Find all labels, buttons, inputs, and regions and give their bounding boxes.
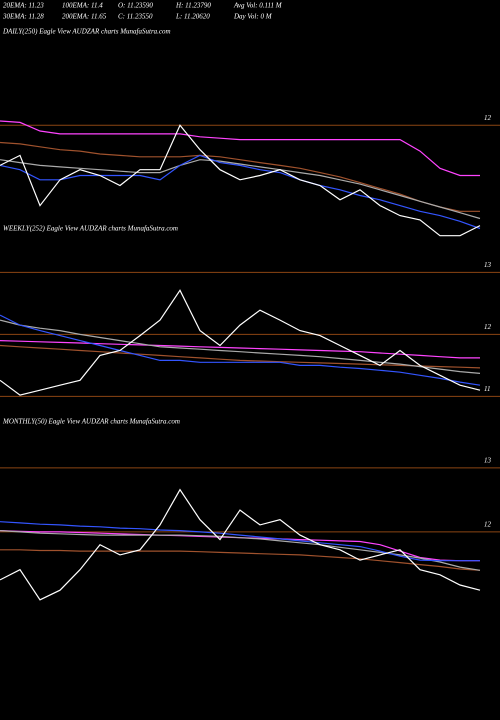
series-line <box>0 120 480 177</box>
y-tick-label: 12 <box>484 323 492 331</box>
y-tick-label: 11 <box>484 385 490 393</box>
series-line <box>0 340 480 359</box>
panel-title: MONTHLY(50) Eagle View AUDZAR charts Mun… <box>2 418 180 426</box>
header-stat: 30EMA: 11.28 <box>2 13 44 21</box>
y-tick-label: 13 <box>484 456 492 464</box>
header-stat: H: 11.23790 <box>175 2 211 10</box>
header-stat: 100EMA: 11.4 <box>62 2 103 10</box>
panel-title: WEEKLY(252) Eagle View AUDZAR charts Mun… <box>3 225 178 233</box>
panel-title: DAILY(250) Eagle View AUDZAR charts Muna… <box>2 28 171 36</box>
series-line <box>0 141 480 212</box>
header-stat: 200EMA: 11.65 <box>62 13 107 21</box>
header-stat: Day Vol: 0 M <box>233 13 273 21</box>
header-stat: Avg Vol: 0.111 M <box>233 2 283 10</box>
series-line <box>0 314 481 386</box>
series-line <box>0 159 481 220</box>
series-line <box>0 344 481 369</box>
series-line <box>0 289 481 396</box>
y-tick-label: 12 <box>484 521 492 529</box>
y-tick-label: 12 <box>484 114 492 122</box>
series-line <box>0 319 481 374</box>
header-stat: C: 11.23550 <box>118 13 153 21</box>
y-tick-label: 13 <box>484 261 492 269</box>
series-line <box>0 530 481 571</box>
series-line <box>0 124 481 237</box>
series-line <box>0 521 480 562</box>
header-stat: O: 11.23590 <box>118 2 153 10</box>
header-stat: 20EMA: 11.23 <box>3 2 44 10</box>
series-line <box>0 154 481 230</box>
series-line <box>0 488 481 601</box>
header-stat: L: 11.20620 <box>175 13 210 21</box>
series-line <box>0 549 481 571</box>
